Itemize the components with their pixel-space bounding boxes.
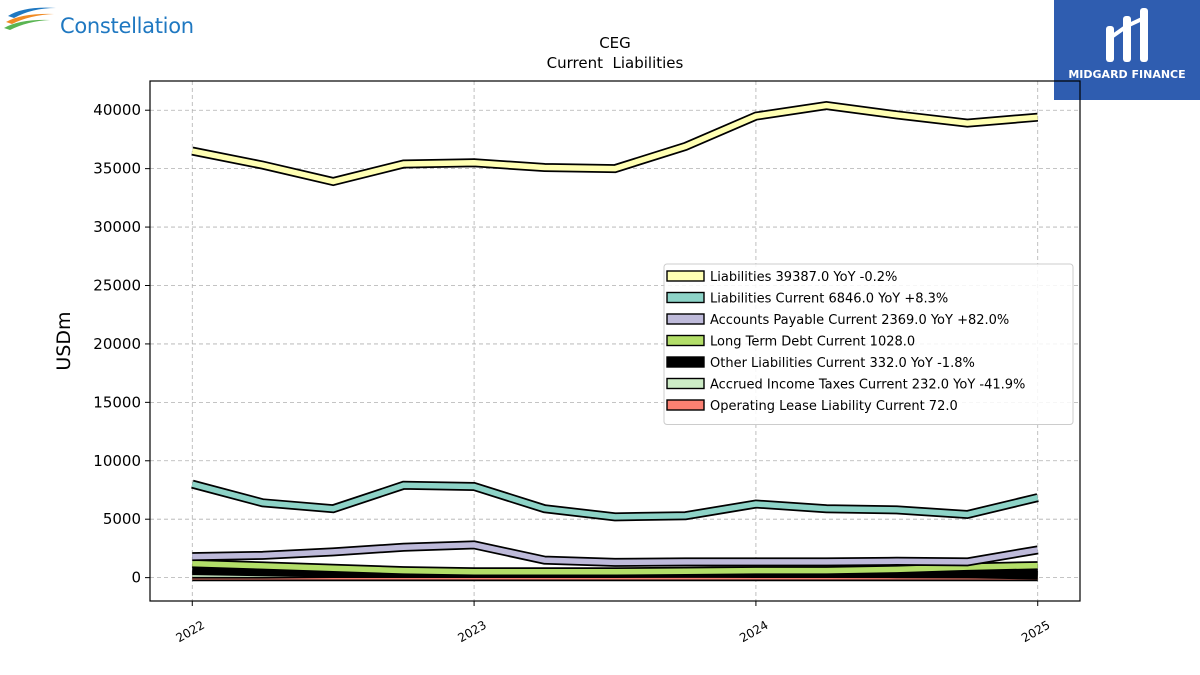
legend-label: Other Liabilities Current 332.0 YoY -1.8…	[710, 356, 975, 371]
x-tick-label: 2025	[1019, 618, 1052, 645]
y-tick-label: 0	[131, 569, 141, 587]
constellation-swoosh-icon	[4, 7, 56, 30]
plot-frame	[149, 80, 1081, 602]
legend-label: Liabilities Current 6846.0 YoY +8.3%	[710, 292, 948, 307]
y-tick-label: 40000	[93, 101, 141, 119]
y-axis: 0 5000 10000 15000 20000 25000 30000 35000 40000	[93, 101, 150, 587]
series-line	[192, 540, 1039, 567]
y-tick-label: 30000	[93, 218, 141, 236]
legend-box	[663, 263, 1074, 425]
y-tick-label: 15000	[93, 393, 141, 411]
series-line-fill	[191, 102, 1038, 185]
chart-title: CEG	[599, 34, 631, 52]
constellation-wordmark: Constellation	[60, 14, 194, 38]
series-line-fill	[191, 481, 1039, 520]
legend-label: Liabilities 39387.0 YoY -0.2%	[710, 270, 897, 285]
legend-swatch	[666, 399, 705, 411]
y-tick-label: 25000	[93, 276, 141, 294]
y-tick-label: 20000	[93, 335, 141, 353]
x-tick-label: 2023	[455, 618, 488, 645]
x-tick-label: 2024	[737, 618, 770, 645]
series-line	[191, 479, 1039, 522]
series-line-fill	[192, 542, 1039, 566]
midgard-wordmark: MIDGARD FINANCE	[1068, 68, 1186, 81]
series-line	[192, 559, 1038, 577]
x-tick-label: 2022	[174, 618, 207, 645]
legend-label: Long Term Debt Current 1028.0	[710, 335, 915, 350]
legend-label: Operating Lease Liability Current 72.0	[710, 399, 958, 414]
legend-swatch	[666, 291, 705, 304]
midgard-emblem-icon	[1106, 8, 1148, 62]
series-line-fill	[192, 560, 1038, 575]
legend-label: Accrued Income Taxes Current 232.0 YoY -…	[710, 378, 1025, 393]
legend-swatch	[666, 356, 705, 368]
series-line	[191, 100, 1039, 187]
x-axis: 2022 2023 2024 2025	[174, 601, 1052, 645]
legend: Liabilities 39387.0 YoY -0.2% Liabilities…	[663, 263, 1074, 425]
y-tick-label: 10000	[93, 452, 141, 470]
constellation-logo: Constellation	[4, 4, 214, 48]
y-axis-label: USDm	[53, 311, 75, 370]
y-tick-label: 5000	[103, 510, 141, 528]
chart-subtitle: Current Liabilities	[547, 54, 684, 72]
legend-swatch	[666, 334, 705, 347]
legend-swatch	[666, 270, 705, 282]
legend-swatch	[666, 313, 705, 325]
series-layer	[191, 100, 1039, 582]
y-tick-label: 35000	[93, 160, 141, 178]
midgard-finance-logo: MIDGARD FINANCE	[1054, 0, 1200, 100]
legend-label: Accounts Payable Current 2369.0 YoY +82.…	[710, 313, 1009, 328]
legend-swatch	[666, 377, 705, 390]
